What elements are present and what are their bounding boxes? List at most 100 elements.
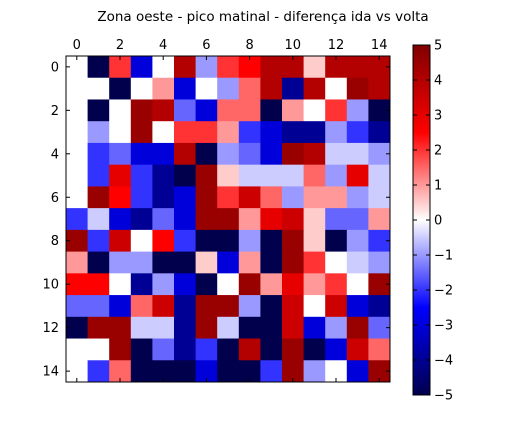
heatmap-cell [130, 360, 153, 383]
heatmap-cell [152, 186, 175, 209]
heatmap-cell [303, 186, 326, 209]
heatmap-cell [130, 273, 153, 296]
heatmap-cell [174, 273, 197, 296]
heatmap-cell [152, 142, 175, 166]
heatmap-cell [195, 142, 218, 166]
heatmap-cell [87, 56, 110, 79]
heatmap-cell [87, 164, 110, 187]
heatmap-cell [217, 295, 240, 318]
heatmap-cell [346, 316, 369, 340]
heatmap-cell [217, 186, 240, 209]
heatmap-cell [217, 99, 240, 122]
heatmap-cell [346, 295, 369, 318]
heatmap-cell [109, 208, 132, 231]
heatmap-cell [325, 273, 348, 296]
heatmap-cell [260, 208, 283, 231]
heatmap-cell [217, 338, 240, 361]
heatmap-cell [346, 251, 369, 274]
colorbar-tick-label: 1 [434, 179, 442, 194]
heatmap-cell [152, 56, 175, 79]
heatmap-cell [217, 142, 240, 166]
heatmap-cell [174, 316, 197, 340]
heatmap-cell [282, 77, 305, 100]
heatmap-cells [66, 56, 391, 383]
heatmap-cell [282, 229, 305, 253]
heatmap-cell [325, 316, 348, 340]
heatmap-cell [109, 77, 132, 100]
heatmap-cell [109, 121, 132, 144]
heatmap-cell [66, 142, 89, 166]
heatmap-cell [282, 164, 305, 187]
y-tick-label: 14 [42, 365, 59, 380]
heatmap-cell [87, 251, 110, 274]
heatmap-cell [195, 99, 218, 122]
heatmap-cell [325, 142, 348, 166]
heatmap-cell [195, 121, 218, 144]
heatmap-cell [174, 251, 197, 274]
heatmap-cell [152, 229, 175, 253]
heatmap-cell [66, 295, 89, 318]
heatmap-cell [66, 121, 89, 144]
heatmap-cell [174, 360, 197, 383]
heatmap-cell [87, 360, 110, 383]
heatmap-cell [368, 186, 391, 209]
heatmap-cell [130, 186, 153, 209]
heatmap-cell [174, 295, 197, 318]
heatmap-cell [109, 360, 132, 383]
heatmap-cell [109, 338, 132, 361]
heatmap-cell [87, 316, 110, 340]
x-tick-label: 2 [116, 38, 124, 53]
heatmap-cell [260, 360, 283, 383]
y-tick-label: 2 [51, 104, 59, 119]
heatmap-cell [174, 99, 197, 122]
heatmap-cell [130, 142, 153, 166]
heatmap-cell [368, 142, 391, 166]
heatmap-cell [66, 208, 89, 231]
colorbar-tick-label: 3 [434, 109, 442, 124]
heatmap-cell [87, 338, 110, 361]
heatmap-cell [130, 316, 153, 340]
heatmap-cell [109, 142, 132, 166]
colorbar-tick-label: −3 [434, 319, 453, 334]
heatmap-cell [325, 56, 348, 79]
heatmap-cell [260, 338, 283, 361]
heatmap-cell [238, 251, 261, 274]
heatmap-cell [174, 164, 197, 187]
heatmap-cell [130, 208, 153, 231]
heatmap-cell [130, 251, 153, 274]
heatmap-cell [130, 56, 153, 79]
heatmap-cell [238, 186, 261, 209]
heatmap-cell [195, 164, 218, 187]
colorbar-tick-label: 4 [434, 74, 442, 89]
heatmap-cell [282, 295, 305, 318]
heatmap-cell [195, 77, 218, 100]
heatmap-cell [152, 121, 175, 144]
heatmap-cell [282, 121, 305, 144]
heatmap-cell [368, 251, 391, 274]
x-tick-label: 6 [202, 38, 210, 53]
colorbar-tick-label: −4 [434, 354, 453, 369]
heatmap-cell [368, 273, 391, 296]
heatmap-cell [238, 121, 261, 144]
heatmap-cell [325, 208, 348, 231]
heatmap-cell [346, 273, 369, 296]
heatmap-cell [217, 121, 240, 144]
heatmap-cell [109, 99, 132, 122]
heatmap-cell [238, 56, 261, 79]
heatmap-cell [195, 360, 218, 383]
heatmap-cell [195, 229, 218, 253]
heatmap-cell [282, 251, 305, 274]
heatmap-cell [303, 273, 326, 296]
heatmap-cell [174, 186, 197, 209]
heatmap-cell [368, 77, 391, 100]
heatmap-cell [66, 229, 89, 253]
heatmap-cell [87, 273, 110, 296]
heatmap-cell [282, 360, 305, 383]
heatmap-cell [368, 316, 391, 340]
heatmap-cell [152, 208, 175, 231]
heatmap-cell [282, 186, 305, 209]
heatmap-cell [325, 295, 348, 318]
heatmap-cell [66, 338, 89, 361]
heatmap-cell [87, 208, 110, 231]
heatmap-cell [346, 77, 369, 100]
